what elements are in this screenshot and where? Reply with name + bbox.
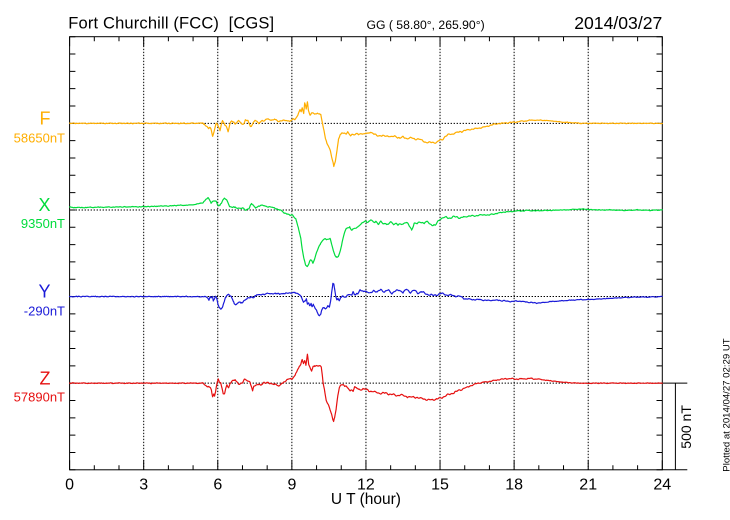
svg-text:18: 18: [505, 477, 523, 494]
svg-text:24: 24: [653, 477, 671, 494]
svg-text:58650nT: 58650nT: [14, 130, 65, 145]
svg-text:Y: Y: [38, 282, 50, 302]
svg-text:X: X: [38, 195, 50, 215]
svg-text:-290nT: -290nT: [24, 303, 65, 318]
svg-text:57890nT: 57890nT: [14, 389, 65, 404]
svg-text:9350nT: 9350nT: [21, 216, 65, 231]
svg-text:Z: Z: [40, 368, 51, 388]
svg-text:U T (hour): U T (hour): [331, 491, 401, 508]
svg-text:3: 3: [139, 477, 148, 494]
svg-text:Fort Churchill (FCC) [CGS]: Fort Churchill (FCC) [CGS]: [68, 15, 274, 33]
svg-text:2014/03/27: 2014/03/27: [574, 13, 662, 33]
svg-text:Plotted at 2014/04/27 02:29 UT: Plotted at 2014/04/27 02:29 UT: [721, 338, 730, 471]
svg-text:500 nT: 500 nT: [678, 405, 694, 449]
svg-text:15: 15: [431, 477, 449, 494]
svg-text:GG ( 58.80°, 265.90°): GG ( 58.80°, 265.90°): [367, 18, 485, 32]
svg-text:21: 21: [579, 477, 597, 494]
svg-text:0: 0: [65, 477, 74, 494]
svg-text:12: 12: [357, 477, 375, 494]
svg-text:9: 9: [287, 477, 296, 494]
svg-text:6: 6: [213, 477, 222, 494]
svg-text:F: F: [40, 108, 51, 128]
